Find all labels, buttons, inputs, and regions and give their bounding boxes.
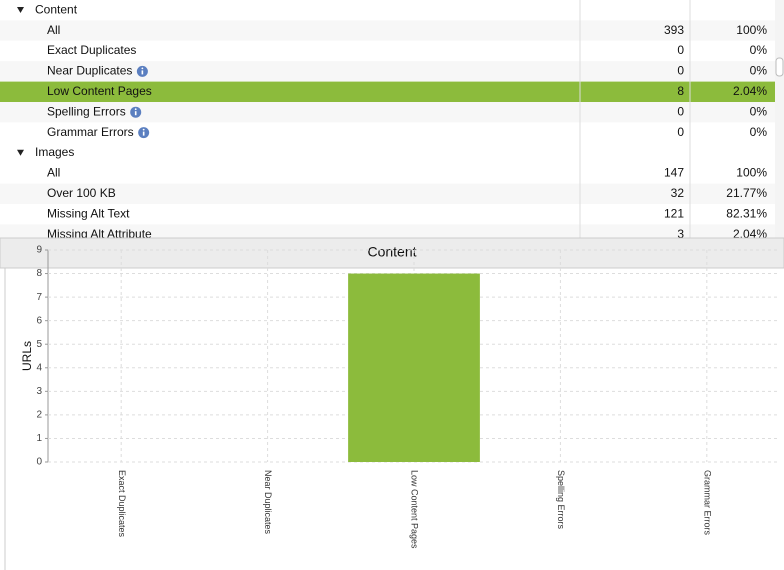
row-label: Spelling Errors — [47, 104, 126, 118]
x-tick-label: Exact Duplicates — [117, 470, 127, 538]
table-row — [0, 20, 775, 41]
y-tick-label: 7 — [36, 292, 42, 303]
x-tick-label: Low Content Pages — [410, 470, 420, 549]
section-row — [0, 0, 775, 21]
y-tick-label: 4 — [36, 362, 42, 373]
section-title: Images — [35, 145, 74, 159]
x-tick-label: Grammar Errors — [702, 470, 712, 535]
table-row — [0, 163, 775, 184]
y-tick-label: 0 — [36, 457, 42, 468]
row-count: 121 — [664, 206, 684, 220]
bar — [348, 273, 480, 462]
table-row — [0, 183, 775, 204]
y-tick-label: 3 — [36, 386, 42, 397]
section-title: Content — [35, 2, 78, 16]
info-icon-mark — [134, 111, 137, 116]
row-percent: 2.04% — [733, 227, 767, 241]
section-row — [0, 142, 775, 164]
info-icon-dot — [134, 108, 137, 111]
row-percent: 0% — [750, 125, 768, 139]
row-percent: 0% — [750, 104, 768, 118]
table-row — [0, 204, 775, 225]
x-tick-label: Spelling Errors — [556, 470, 566, 530]
table-row — [0, 122, 775, 143]
y-tick-label: 5 — [36, 339, 42, 350]
row-percent: 100% — [736, 166, 767, 180]
chart: 0 1 2 3 4 5 6 7 8 9 Exact Duplicates Near Duplicate… — [36, 245, 780, 549]
row-percent: 0% — [750, 64, 768, 78]
row-count: 147 — [664, 166, 684, 180]
row-percent: 21.77% — [726, 186, 767, 200]
y-tick-label: 1 — [36, 433, 42, 444]
row-label: Grammar Errors — [47, 125, 134, 139]
row-count: 0 — [677, 125, 684, 139]
info-icon-mark — [142, 131, 145, 136]
row-label: Low Content Pages — [47, 84, 152, 98]
y-axis-label: URLs — [20, 341, 34, 371]
expand-arrow — [17, 149, 24, 156]
row-count: 3 — [677, 227, 684, 241]
scrollbar — [775, 0, 784, 238]
row-label: Exact Duplicates — [47, 43, 136, 57]
table-row — [0, 40, 775, 62]
expand-arrow — [17, 7, 24, 13]
table-row — [0, 61, 775, 82]
row-count: 393 — [664, 23, 684, 37]
chart-title: Content — [367, 244, 416, 260]
info-icon-mark — [141, 70, 144, 75]
info-icon-dot — [141, 67, 144, 70]
row-percent: 100% — [736, 23, 767, 37]
row-percent: 2.04% — [733, 84, 767, 98]
y-tick-label: 8 — [36, 268, 42, 279]
row-count: 0 — [677, 64, 684, 78]
row-count: 8 — [677, 84, 684, 98]
row-count: 0 — [677, 43, 684, 57]
chart-header — [0, 237, 784, 269]
y-tick-label: 9 — [36, 245, 42, 256]
row-label: All — [47, 166, 60, 180]
row-label: Near Duplicates — [47, 64, 132, 78]
scroll-thumb[interactable] — [775, 57, 784, 77]
y-tick-label: 6 — [36, 315, 42, 326]
x-tick-label: Near Duplicates — [263, 470, 273, 535]
table-row — [0, 81, 775, 102]
row-percent: 82.31% — [726, 206, 767, 220]
row-label: Over 100 KB — [47, 186, 116, 200]
info-icon-dot — [142, 128, 145, 131]
row-percent: 0% — [750, 43, 768, 57]
row-label: Missing Alt Attribute — [47, 227, 152, 241]
row-count: 0 — [677, 104, 684, 118]
y-tick-label: 2 — [36, 410, 42, 421]
row-count: 32 — [671, 186, 685, 200]
row-label: Missing Alt Text — [47, 206, 130, 220]
table-row — [0, 102, 775, 123]
table: Content All 393 100% Exact Duplicates 0 0% Near… — [0, 0, 775, 245]
row-label: All — [47, 23, 60, 37]
